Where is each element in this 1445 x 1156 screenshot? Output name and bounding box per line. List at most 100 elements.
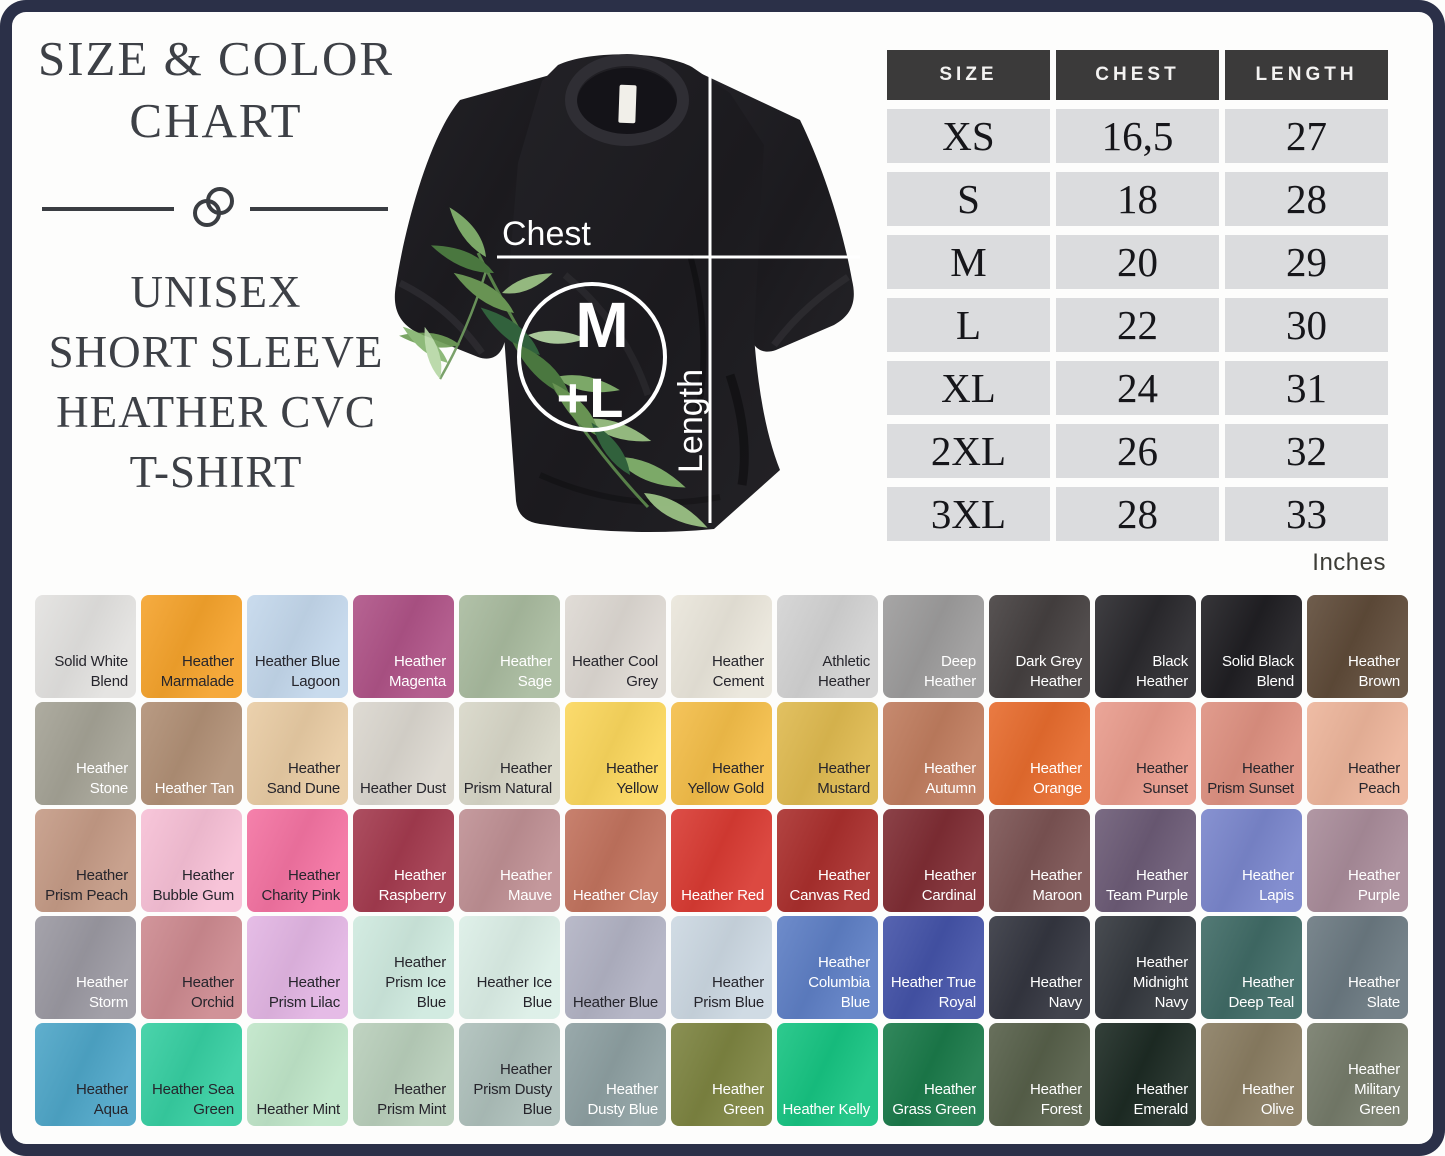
color-swatch-label: Heather Slate	[1348, 974, 1400, 1011]
divider-ornament	[42, 187, 388, 227]
logo-bottom: +L	[557, 366, 624, 429]
color-swatch: Heather Navy	[989, 916, 1090, 1019]
page-title-line2: CHART	[129, 93, 303, 148]
color-swatch: Heather Storm	[35, 916, 136, 1019]
color-swatch-label: Heather Navy	[1030, 974, 1082, 1011]
color-swatch: Heather True Royal	[883, 916, 984, 1019]
color-swatch: Heather Lapis	[1201, 809, 1302, 912]
color-swatch: Heather Purple	[1307, 809, 1408, 912]
color-swatch-label: Heather Ice Blue	[476, 974, 553, 1011]
color-swatch-label: Athletic Heather	[818, 653, 870, 690]
color-swatch: Heather Olive	[1201, 1023, 1302, 1126]
chest-cell: 18	[1056, 172, 1219, 226]
color-swatch-label: Heather Maroon	[1030, 867, 1082, 904]
color-swatch-label: Black Heather	[1136, 653, 1188, 690]
color-swatch-label: Heather Emerald	[1133, 1081, 1189, 1118]
color-swatch-label: Heather Clay	[572, 887, 658, 904]
size-table-header-length: LENGTH	[1225, 50, 1388, 100]
length-cell: 30	[1225, 298, 1388, 352]
color-swatch-label: Heather Storm	[76, 974, 128, 1011]
length-cell: 27	[1225, 109, 1388, 163]
length-label: Length	[672, 369, 710, 473]
color-grid: Solid White Blend Heather Marmalade Heathe…	[35, 595, 1408, 1126]
color-swatch-label: Heather Columbia Blue	[808, 954, 870, 1011]
page-title-line1: SIZE & COLOR	[37, 31, 395, 86]
leaf-branch-decoration	[398, 201, 710, 539]
color-swatch: Heather Ice Blue	[459, 916, 560, 1019]
length-cell: 31	[1225, 361, 1388, 415]
color-swatch: Heather Yellow	[565, 702, 666, 805]
color-swatch: Heather Prism Natural	[459, 702, 560, 805]
color-swatch-label: Heather Dusty Blue	[587, 1081, 658, 1118]
color-swatch: Heather Peach	[1307, 702, 1408, 805]
color-swatch-label: Heather Deep Teal	[1228, 974, 1295, 1011]
color-swatch: Heather Prism Peach	[35, 809, 136, 912]
size-cell: 3XL	[887, 487, 1050, 541]
color-swatch-label: Heather Stone	[76, 760, 128, 797]
color-swatch-label: Heather Red	[681, 887, 764, 904]
size-table-header-size: SIZE	[887, 50, 1050, 100]
color-swatch-label: Heather Blue Lagoon	[254, 653, 340, 690]
color-swatch: Heather Aqua	[35, 1023, 136, 1126]
color-swatch: Heather Brown	[1307, 595, 1408, 698]
color-swatch-label: Heather Mustard	[817, 760, 870, 797]
color-swatch-label: Heather Tan	[154, 780, 234, 797]
color-swatch-label: Heather Prism Blue	[693, 974, 764, 1011]
length-cell: 29	[1225, 235, 1388, 289]
color-swatch-label: Heather Team Purple	[1105, 867, 1188, 904]
color-swatch-label: Heather Green	[712, 1081, 764, 1118]
chest-cell: 16,5	[1056, 109, 1219, 163]
color-swatch-label: Heather Autumn	[924, 760, 976, 797]
color-swatch-label: Heather Purple	[1348, 867, 1400, 904]
color-swatch: Heather Blue Lagoon	[247, 595, 348, 698]
color-swatch-label: Heather Yellow	[606, 760, 658, 797]
subtitle-line: HEATHER CVC	[56, 387, 376, 437]
size-cell: S	[887, 172, 1050, 226]
color-swatch-label: Heather Sea Green	[151, 1081, 234, 1118]
color-swatch-label: Heather Orange	[1030, 760, 1082, 797]
color-swatch: Heather Canvas Red	[777, 809, 878, 912]
color-swatch: Heather Slate	[1307, 916, 1408, 1019]
color-swatch: Heather Mustard	[777, 702, 878, 805]
color-swatch: Heather Maroon	[989, 809, 1090, 912]
color-swatch-label: Heather Prism Peach	[45, 867, 128, 904]
color-swatch-label: Heather Charity Pink	[261, 867, 341, 904]
chest-cell: 20	[1056, 235, 1219, 289]
subtitle-line: UNISEX	[130, 267, 302, 317]
color-swatch-label: Heather Brown	[1348, 653, 1400, 690]
color-swatch: Heather Forest	[989, 1023, 1090, 1126]
size-cell: L	[887, 298, 1050, 352]
color-swatch-label: Heather Prism Sunset	[1207, 760, 1294, 797]
color-swatch-label: Heather Blue	[572, 994, 658, 1011]
color-swatch: Heather Sea Green	[141, 1023, 242, 1126]
color-swatch-label: Heather Magenta	[389, 653, 446, 690]
color-swatch: Heather Blue	[565, 916, 666, 1019]
color-swatch: Heather Dusty Blue	[565, 1023, 666, 1126]
page-title: SIZE & COLOR CHART	[30, 28, 402, 152]
chest-cell: 24	[1056, 361, 1219, 415]
color-swatch-label: Heather Yellow Gold	[687, 760, 765, 797]
color-swatch: Heather Prism Blue	[671, 916, 772, 1019]
subtitle-line: T-SHIRT	[129, 447, 303, 497]
color-swatch: Heather Magenta	[353, 595, 454, 698]
measurement-overlay: Chest Length M +L	[497, 72, 860, 523]
color-swatch: Heather Orange	[989, 702, 1090, 805]
color-swatch: Solid White Blend	[35, 595, 136, 698]
color-swatch: Heather Stone	[35, 702, 136, 805]
color-swatch-label: Heather Grass Green	[892, 1081, 976, 1118]
color-swatch: Heather Cement	[671, 595, 772, 698]
unit-note: Inches	[1312, 549, 1386, 576]
color-swatch-label: Heather Mauve	[500, 867, 552, 904]
color-swatch: Heather Sage	[459, 595, 560, 698]
size-cell: M	[887, 235, 1050, 289]
chest-cell: 26	[1056, 424, 1219, 478]
color-swatch: Heather Green	[671, 1023, 772, 1126]
color-swatch-label: Heather Peach	[1348, 760, 1400, 797]
color-swatch: Heather Marmalade	[141, 595, 242, 698]
color-swatch: Heather Cardinal	[883, 809, 984, 912]
color-swatch: Heather Raspberry	[353, 809, 454, 912]
color-swatch: Heather Cool Grey	[565, 595, 666, 698]
color-swatch-label: Heather Cardinal	[921, 867, 976, 904]
color-swatch: Heather Prism Sunset	[1201, 702, 1302, 805]
color-swatch-label: Heather Cool Grey	[572, 653, 658, 690]
